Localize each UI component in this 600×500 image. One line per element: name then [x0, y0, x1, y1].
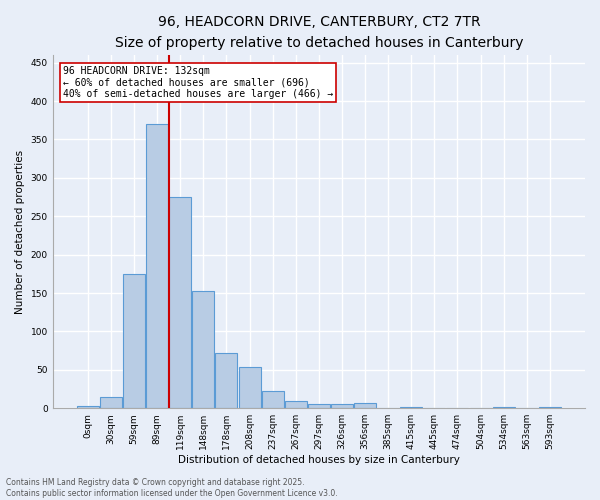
- Bar: [193, 292, 214, 408]
- Bar: [262, 390, 284, 408]
- Bar: [331, 404, 353, 408]
- Bar: [77, 406, 99, 408]
- Bar: [354, 403, 376, 408]
- Bar: [169, 197, 191, 408]
- Bar: [400, 406, 422, 408]
- Bar: [100, 396, 122, 408]
- Y-axis label: Number of detached properties: Number of detached properties: [15, 150, 25, 314]
- Bar: [123, 274, 145, 408]
- Bar: [285, 402, 307, 408]
- Text: 96 HEADCORN DRIVE: 132sqm
← 60% of detached houses are smaller (696)
40% of semi: 96 HEADCORN DRIVE: 132sqm ← 60% of detac…: [64, 66, 334, 98]
- X-axis label: Distribution of detached houses by size in Canterbury: Distribution of detached houses by size …: [178, 455, 460, 465]
- Bar: [239, 366, 260, 408]
- Title: 96, HEADCORN DRIVE, CANTERBURY, CT2 7TR
Size of property relative to detached ho: 96, HEADCORN DRIVE, CANTERBURY, CT2 7TR …: [115, 15, 523, 50]
- Bar: [308, 404, 330, 408]
- Bar: [215, 353, 238, 408]
- Bar: [493, 406, 515, 408]
- Text: Contains HM Land Registry data © Crown copyright and database right 2025.
Contai: Contains HM Land Registry data © Crown c…: [6, 478, 338, 498]
- Bar: [146, 124, 168, 408]
